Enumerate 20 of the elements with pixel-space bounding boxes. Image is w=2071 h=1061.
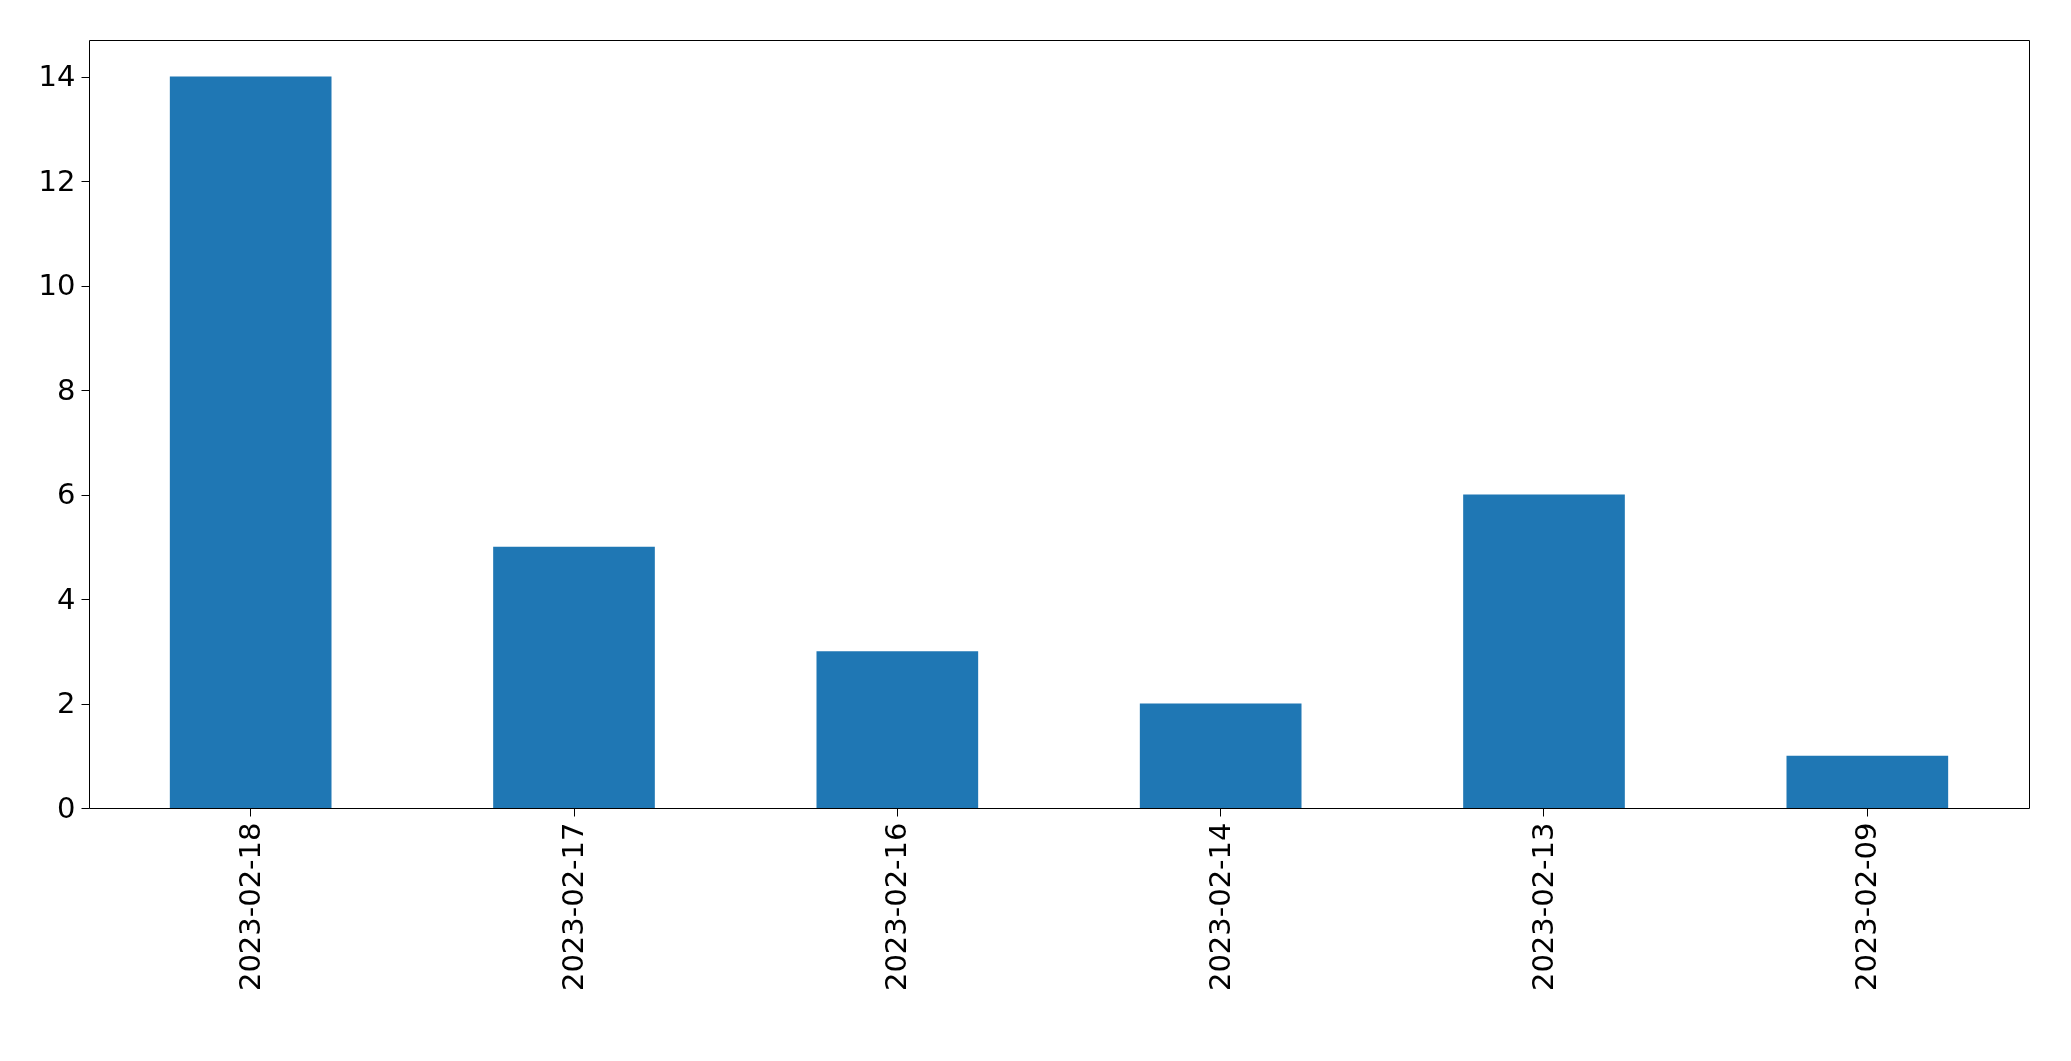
y-tick-label: 12 <box>38 163 76 198</box>
bar <box>816 651 979 808</box>
x-tick-label: 2023-02-16 <box>879 822 914 992</box>
x-tick-label: 2023-02-17 <box>556 822 590 992</box>
y-tick-label: 8 <box>57 372 76 407</box>
y-tick-label: 4 <box>57 581 76 616</box>
x-tick-label: 2023-02-18 <box>232 822 267 992</box>
x-tick-label: 2023-02-09 <box>1849 822 1884 992</box>
y-tick-label: 6 <box>57 477 76 512</box>
y-tick-label: 10 <box>38 268 76 303</box>
bar <box>1463 494 1625 808</box>
y-tick-label: 0 <box>57 790 76 825</box>
bar <box>1786 755 1949 808</box>
x-tick-label: 2023-02-14 <box>1202 822 1237 992</box>
y-tick-label: 2 <box>57 686 76 721</box>
bar <box>493 546 655 808</box>
y-tick-label: 14 <box>38 59 76 94</box>
bar <box>1139 703 1302 808</box>
bar <box>169 76 332 808</box>
x-tick-label: 2023-02-13 <box>1526 822 1560 992</box>
